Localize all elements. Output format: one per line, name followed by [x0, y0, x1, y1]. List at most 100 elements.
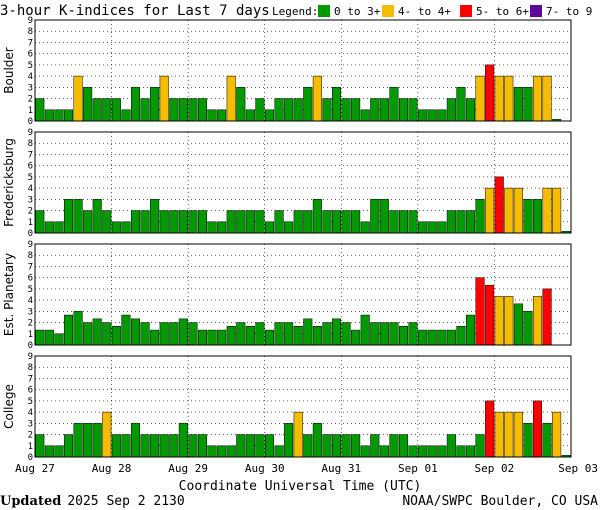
y-tick-label: 9 — [28, 240, 33, 250]
k-index-bar — [121, 221, 131, 234]
k-index-bar — [370, 98, 380, 122]
k-index-bar — [236, 210, 246, 234]
k-index-bar — [188, 98, 198, 122]
k-index-bar — [188, 210, 198, 234]
panel-name: Est. Planetary — [2, 253, 16, 336]
k-index-bar — [102, 210, 112, 234]
k-index-bar — [73, 311, 83, 346]
k-index-bar — [485, 64, 495, 122]
k-index-bar — [513, 87, 523, 122]
x-tick-label: Sep 01 — [398, 462, 438, 475]
legend-swatch — [318, 5, 330, 17]
y-tick-label: 0 — [28, 229, 33, 239]
y-tick-label: 4 — [28, 72, 33, 82]
panel-frame — [34, 355, 572, 458]
k-index-bar — [542, 187, 552, 234]
y-tick-label: 2 — [28, 431, 33, 441]
k-index-bar — [341, 98, 351, 122]
k-index-bar — [418, 221, 428, 234]
k-index-bar — [494, 296, 504, 346]
k-index-bar — [398, 326, 409, 346]
k-index-bar — [264, 329, 275, 346]
k-index-bar — [427, 329, 437, 346]
k-index-bar — [542, 75, 552, 122]
k-index-bar — [341, 322, 351, 346]
k-index-bar — [312, 75, 322, 122]
k-index-bar — [111, 434, 121, 458]
k-index-bar — [226, 75, 236, 122]
k-index-bar — [494, 411, 504, 458]
panel-frame — [34, 243, 572, 346]
legend-entry-label: 5- to 6+ — [476, 5, 529, 18]
k-index-bar — [351, 434, 361, 458]
k-index-bar — [542, 423, 552, 458]
k-index-bar — [255, 434, 265, 458]
panel-name: College — [2, 384, 16, 429]
k-index-bar — [351, 98, 361, 122]
k-index-bar — [178, 318, 188, 346]
k-index-bar — [188, 322, 198, 346]
x-tick-label: Aug 30 — [245, 462, 285, 475]
k-index-bar — [504, 296, 514, 346]
k-index-bar — [465, 210, 476, 234]
k-index-bar — [245, 109, 255, 122]
k-index-bar — [513, 187, 523, 234]
k-index-bar — [542, 288, 552, 346]
k-index-bar — [398, 210, 409, 234]
k-index-bar — [245, 434, 255, 458]
k-index-bar — [485, 187, 495, 234]
y-tick-label: 9 — [28, 128, 33, 138]
k-index-bar — [150, 329, 160, 346]
legend-item: 4- to 4+ — [382, 5, 451, 18]
y-tick-label: 7 — [28, 38, 33, 48]
k-index-bar — [552, 187, 562, 234]
legend-entry-label: 0 to 3+ — [334, 5, 381, 18]
k-index-bar — [523, 199, 533, 234]
k-index-bar — [159, 434, 169, 458]
y-tick-label: 1 — [28, 218, 33, 228]
k-index-bar — [446, 98, 456, 122]
k-index-bar — [102, 411, 112, 458]
k-index-bar — [408, 210, 418, 234]
k-index-bar — [121, 314, 131, 346]
panel-frame — [34, 131, 572, 234]
k-index-bar — [389, 322, 399, 346]
k-index-bar — [398, 98, 409, 122]
k-index-bar — [331, 434, 342, 458]
k-index-bar — [264, 434, 275, 458]
k-index-bar — [197, 98, 208, 122]
k-index-bar — [312, 423, 322, 458]
k-index-bar — [274, 210, 284, 234]
k-index-bar — [140, 210, 150, 234]
k-index-bar — [284, 98, 294, 122]
k-index-bar — [274, 445, 284, 458]
k-index-bar — [475, 434, 485, 458]
y-tick-label: 4 — [28, 296, 33, 306]
k-index-bar — [389, 210, 399, 234]
k-index-bar — [322, 322, 332, 346]
y-tick-label: 6 — [28, 386, 33, 396]
k-index-bar — [322, 434, 332, 458]
k-index-bar — [456, 210, 466, 234]
k-index-bar — [44, 445, 54, 458]
k-index-bar — [217, 445, 227, 458]
k-index-bar — [178, 210, 188, 234]
k-index-bar — [83, 87, 93, 122]
k-index-bar — [73, 423, 83, 458]
k-index-bar — [111, 326, 121, 346]
k-index-bar — [274, 322, 284, 346]
legend-label: Legend: — [272, 5, 318, 18]
k-index-bar — [130, 318, 141, 346]
k-index-bar — [389, 434, 399, 458]
k-index-bar — [504, 187, 514, 234]
k-index-bar — [150, 199, 160, 234]
k-index-bar — [73, 199, 83, 234]
k-index-bar — [293, 411, 303, 458]
k-index-bar — [552, 411, 562, 458]
k-index-bar — [331, 318, 342, 346]
k-index-bar — [54, 109, 64, 122]
y-tick-label: 2 — [28, 319, 33, 329]
footer-credit: NOAA/SWPC Boulder, CO USA — [402, 494, 598, 509]
k-index-bar — [63, 109, 74, 122]
